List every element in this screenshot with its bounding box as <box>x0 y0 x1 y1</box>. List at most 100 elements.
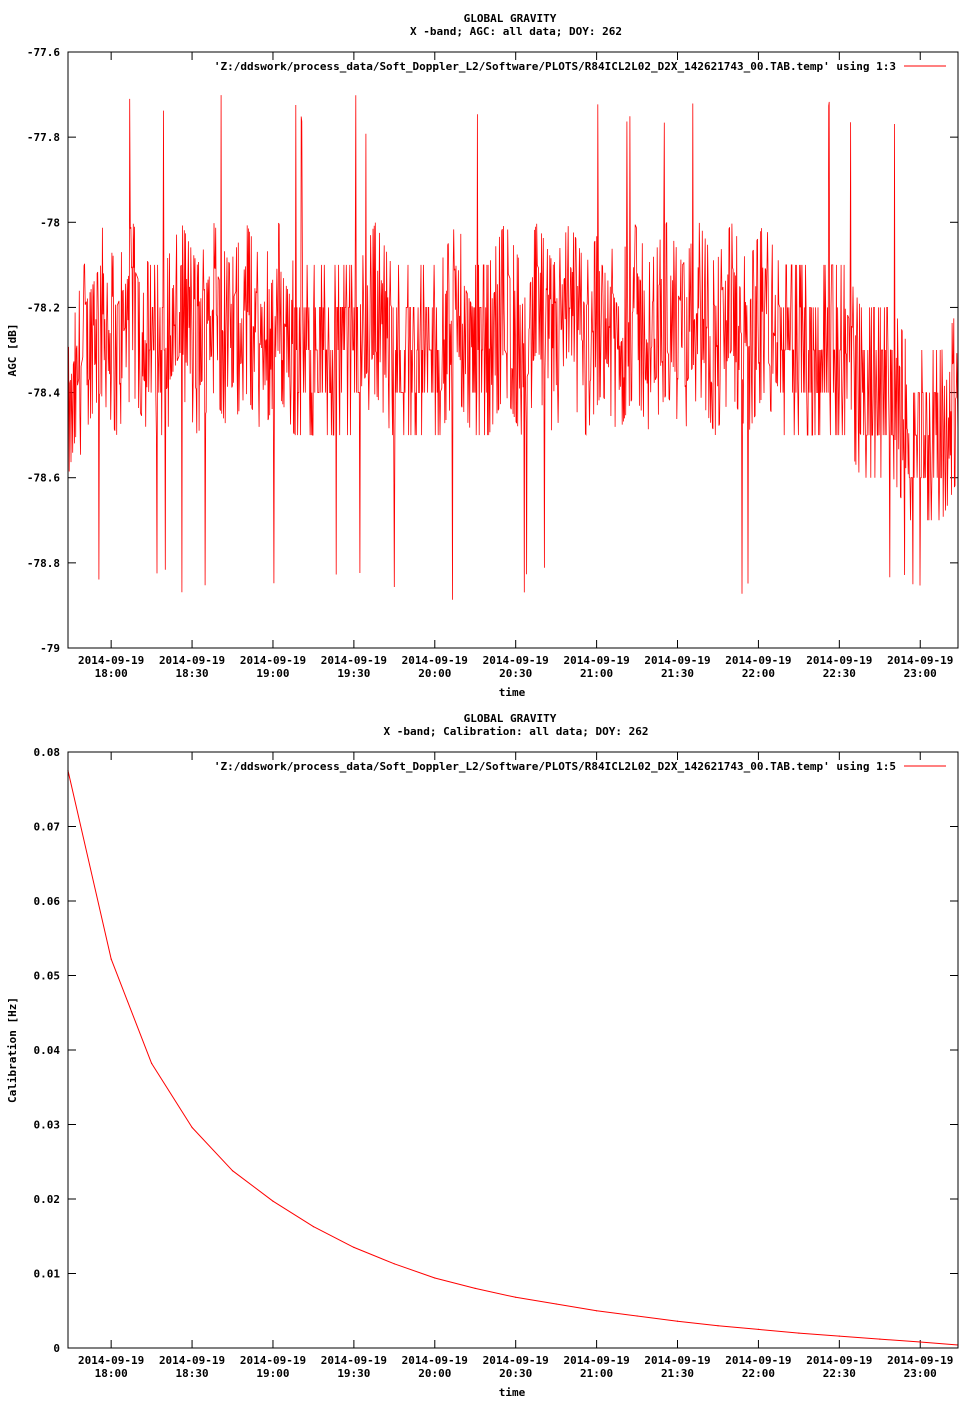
chart-subtitle: X -band; Calibration: all data; DOY: 262 <box>384 725 649 738</box>
y-tick-label: -79 <box>40 642 60 655</box>
y-tick-label: 0.08 <box>34 746 61 759</box>
y-tick-label: 0.05 <box>34 970 61 983</box>
legend-label: 'Z:/ddswork/process_data/Soft_Doppler_L2… <box>214 760 896 773</box>
chart-title: GLOBAL GRAVITY <box>464 12 557 25</box>
x-axis-label: time <box>499 1386 526 1399</box>
plot-frame <box>67 51 959 649</box>
x-tick-time-label: 19:30 <box>337 667 370 680</box>
y-tick-label: -78.8 <box>27 557 60 570</box>
x-tick-date-label: 2014-09-19 <box>159 1354 225 1367</box>
calibration-data-point <box>151 1062 153 1064</box>
x-tick-date-label: 2014-09-19 <box>806 654 872 667</box>
x-tick-date-label: 2014-09-19 <box>644 1354 710 1367</box>
y-tick-label: -78.4 <box>27 387 60 400</box>
x-tick-time-label: 21:00 <box>580 1367 613 1380</box>
calibration-data-point <box>110 958 112 960</box>
x-tick-date-label: 2014-09-19 <box>321 1354 387 1367</box>
x-tick-time-label: 18:30 <box>175 667 208 680</box>
y-tick-label: 0 <box>53 1342 60 1355</box>
calibration-data-point <box>191 1126 193 1129</box>
x-tick-date-label: 2014-09-19 <box>806 1354 872 1367</box>
x-tick-time-label: 23:00 <box>904 667 937 680</box>
x-tick-time-label: 18:30 <box>175 1367 208 1380</box>
axis-ticks: -77.6 -77.8 -78 -78.2 -78.4 -78.6 -78.8 -79 2014… <box>27 46 958 680</box>
x-tick-time-label: 22:00 <box>742 1367 775 1380</box>
x-tick-time-label: 22:30 <box>823 667 856 680</box>
x-tick-date-label: 2014-09-19 <box>644 654 710 667</box>
plot-frame <box>67 751 959 1349</box>
calibration-data-point <box>312 1226 314 1228</box>
agc-series-line <box>67 95 959 600</box>
calibration-data-point <box>474 1287 476 1289</box>
calibration-data-point <box>717 1325 719 1327</box>
y-tick-label: 0.07 <box>34 821 61 834</box>
x-tick-date-label: 2014-09-19 <box>321 654 387 667</box>
chart-title: GLOBAL GRAVITY <box>464 712 557 725</box>
y-tick-label: 0.06 <box>34 895 61 908</box>
x-tick-time-label: 20:00 <box>418 667 451 680</box>
y-axis-label: Calibration [Hz] <box>6 997 19 1103</box>
x-tick-date-label: 2014-09-19 <box>563 654 629 667</box>
calibration-data-point <box>272 1200 274 1202</box>
x-tick-date-label: 2014-09-19 <box>887 1354 953 1367</box>
x-tick-date-label: 2014-09-19 <box>240 1354 306 1367</box>
x-tick-time-label: 21:30 <box>661 1367 694 1380</box>
x-tick-time-label: 20:30 <box>499 1367 532 1380</box>
y-tick-label: 0.04 <box>34 1044 61 1057</box>
x-tick-date-label: 2014-09-19 <box>483 654 549 667</box>
calibration-data-point <box>596 1310 598 1312</box>
x-tick-time-label: 18:00 <box>95 1367 128 1380</box>
x-tick-time-label: 20:30 <box>499 667 532 680</box>
calibration-data-point <box>636 1315 638 1317</box>
x-tick-date-label: 2014-09-19 <box>240 654 306 667</box>
x-tick-date-label: 2014-09-19 <box>159 654 225 667</box>
legend-label: 'Z:/ddswork/process_data/Soft_Doppler_L2… <box>214 60 896 73</box>
x-tick-time-label: 23:00 <box>904 1367 937 1380</box>
calibration-data-point <box>676 1320 679 1322</box>
x-tick-time-label: 18:00 <box>95 667 128 680</box>
x-tick-time-label: 19:00 <box>256 667 289 680</box>
calibration-data-point <box>798 1332 800 1334</box>
x-tick-time-label: 22:30 <box>823 1367 856 1380</box>
x-tick-date-label: 2014-09-19 <box>483 1354 549 1367</box>
y-tick-label: 0.03 <box>34 1119 61 1132</box>
x-tick-date-label: 2014-09-19 <box>725 654 791 667</box>
data-series <box>67 770 959 1346</box>
calibration-data-point <box>434 1277 436 1279</box>
calibration-data-point <box>353 1246 355 1248</box>
x-tick-time-label: 22:00 <box>742 667 775 680</box>
data-series <box>67 95 959 600</box>
x-tick-date-label: 2014-09-19 <box>78 654 144 667</box>
calibration-data-point <box>231 1170 234 1172</box>
y-tick-label: -77.8 <box>27 131 60 144</box>
x-tick-time-label: 21:00 <box>580 667 613 680</box>
x-tick-date-label: 2014-09-19 <box>402 1354 468 1367</box>
x-tick-time-label: 20:00 <box>418 1367 451 1380</box>
x-tick-date-label: 2014-09-19 <box>402 654 468 667</box>
calibration-series-line <box>67 770 959 1346</box>
y-axis-label: AGC [dB] <box>6 324 19 377</box>
calibration-chart: GLOBAL GRAVITY X -band; Calibration: all… <box>6 712 959 1399</box>
y-tick-label: -78 <box>40 216 60 229</box>
calibration-data-point <box>393 1263 395 1265</box>
calibration-data-point <box>757 1328 760 1330</box>
x-axis-label: time <box>499 686 526 699</box>
calibration-data-point <box>555 1303 557 1305</box>
y-tick-label: 0.01 <box>34 1268 61 1281</box>
calibration-data-point <box>515 1296 517 1298</box>
calibration-data-point <box>838 1335 840 1337</box>
agc-chart: GLOBAL GRAVITY X -band; AGC: all data; D… <box>6 12 959 699</box>
y-tick-label: -78.6 <box>27 472 60 485</box>
y-tick-label: -78.2 <box>27 301 60 314</box>
y-tick-label: -77.6 <box>27 46 60 59</box>
x-tick-date-label: 2014-09-19 <box>78 1354 144 1367</box>
x-tick-time-label: 19:30 <box>337 1367 370 1380</box>
x-tick-time-label: 21:30 <box>661 667 694 680</box>
chart-subtitle: X -band; AGC: all data; DOY: 262 <box>410 25 622 38</box>
calibration-data-point <box>879 1338 881 1340</box>
axis-ticks: 0.08 0.07 0.06 0.05 0.04 0.03 0.02 0.01 0 2014-09… <box>34 746 958 1380</box>
x-tick-date-label: 2014-09-19 <box>887 654 953 667</box>
calibration-data-point <box>919 1341 921 1343</box>
x-tick-date-label: 2014-09-19 <box>725 1354 791 1367</box>
